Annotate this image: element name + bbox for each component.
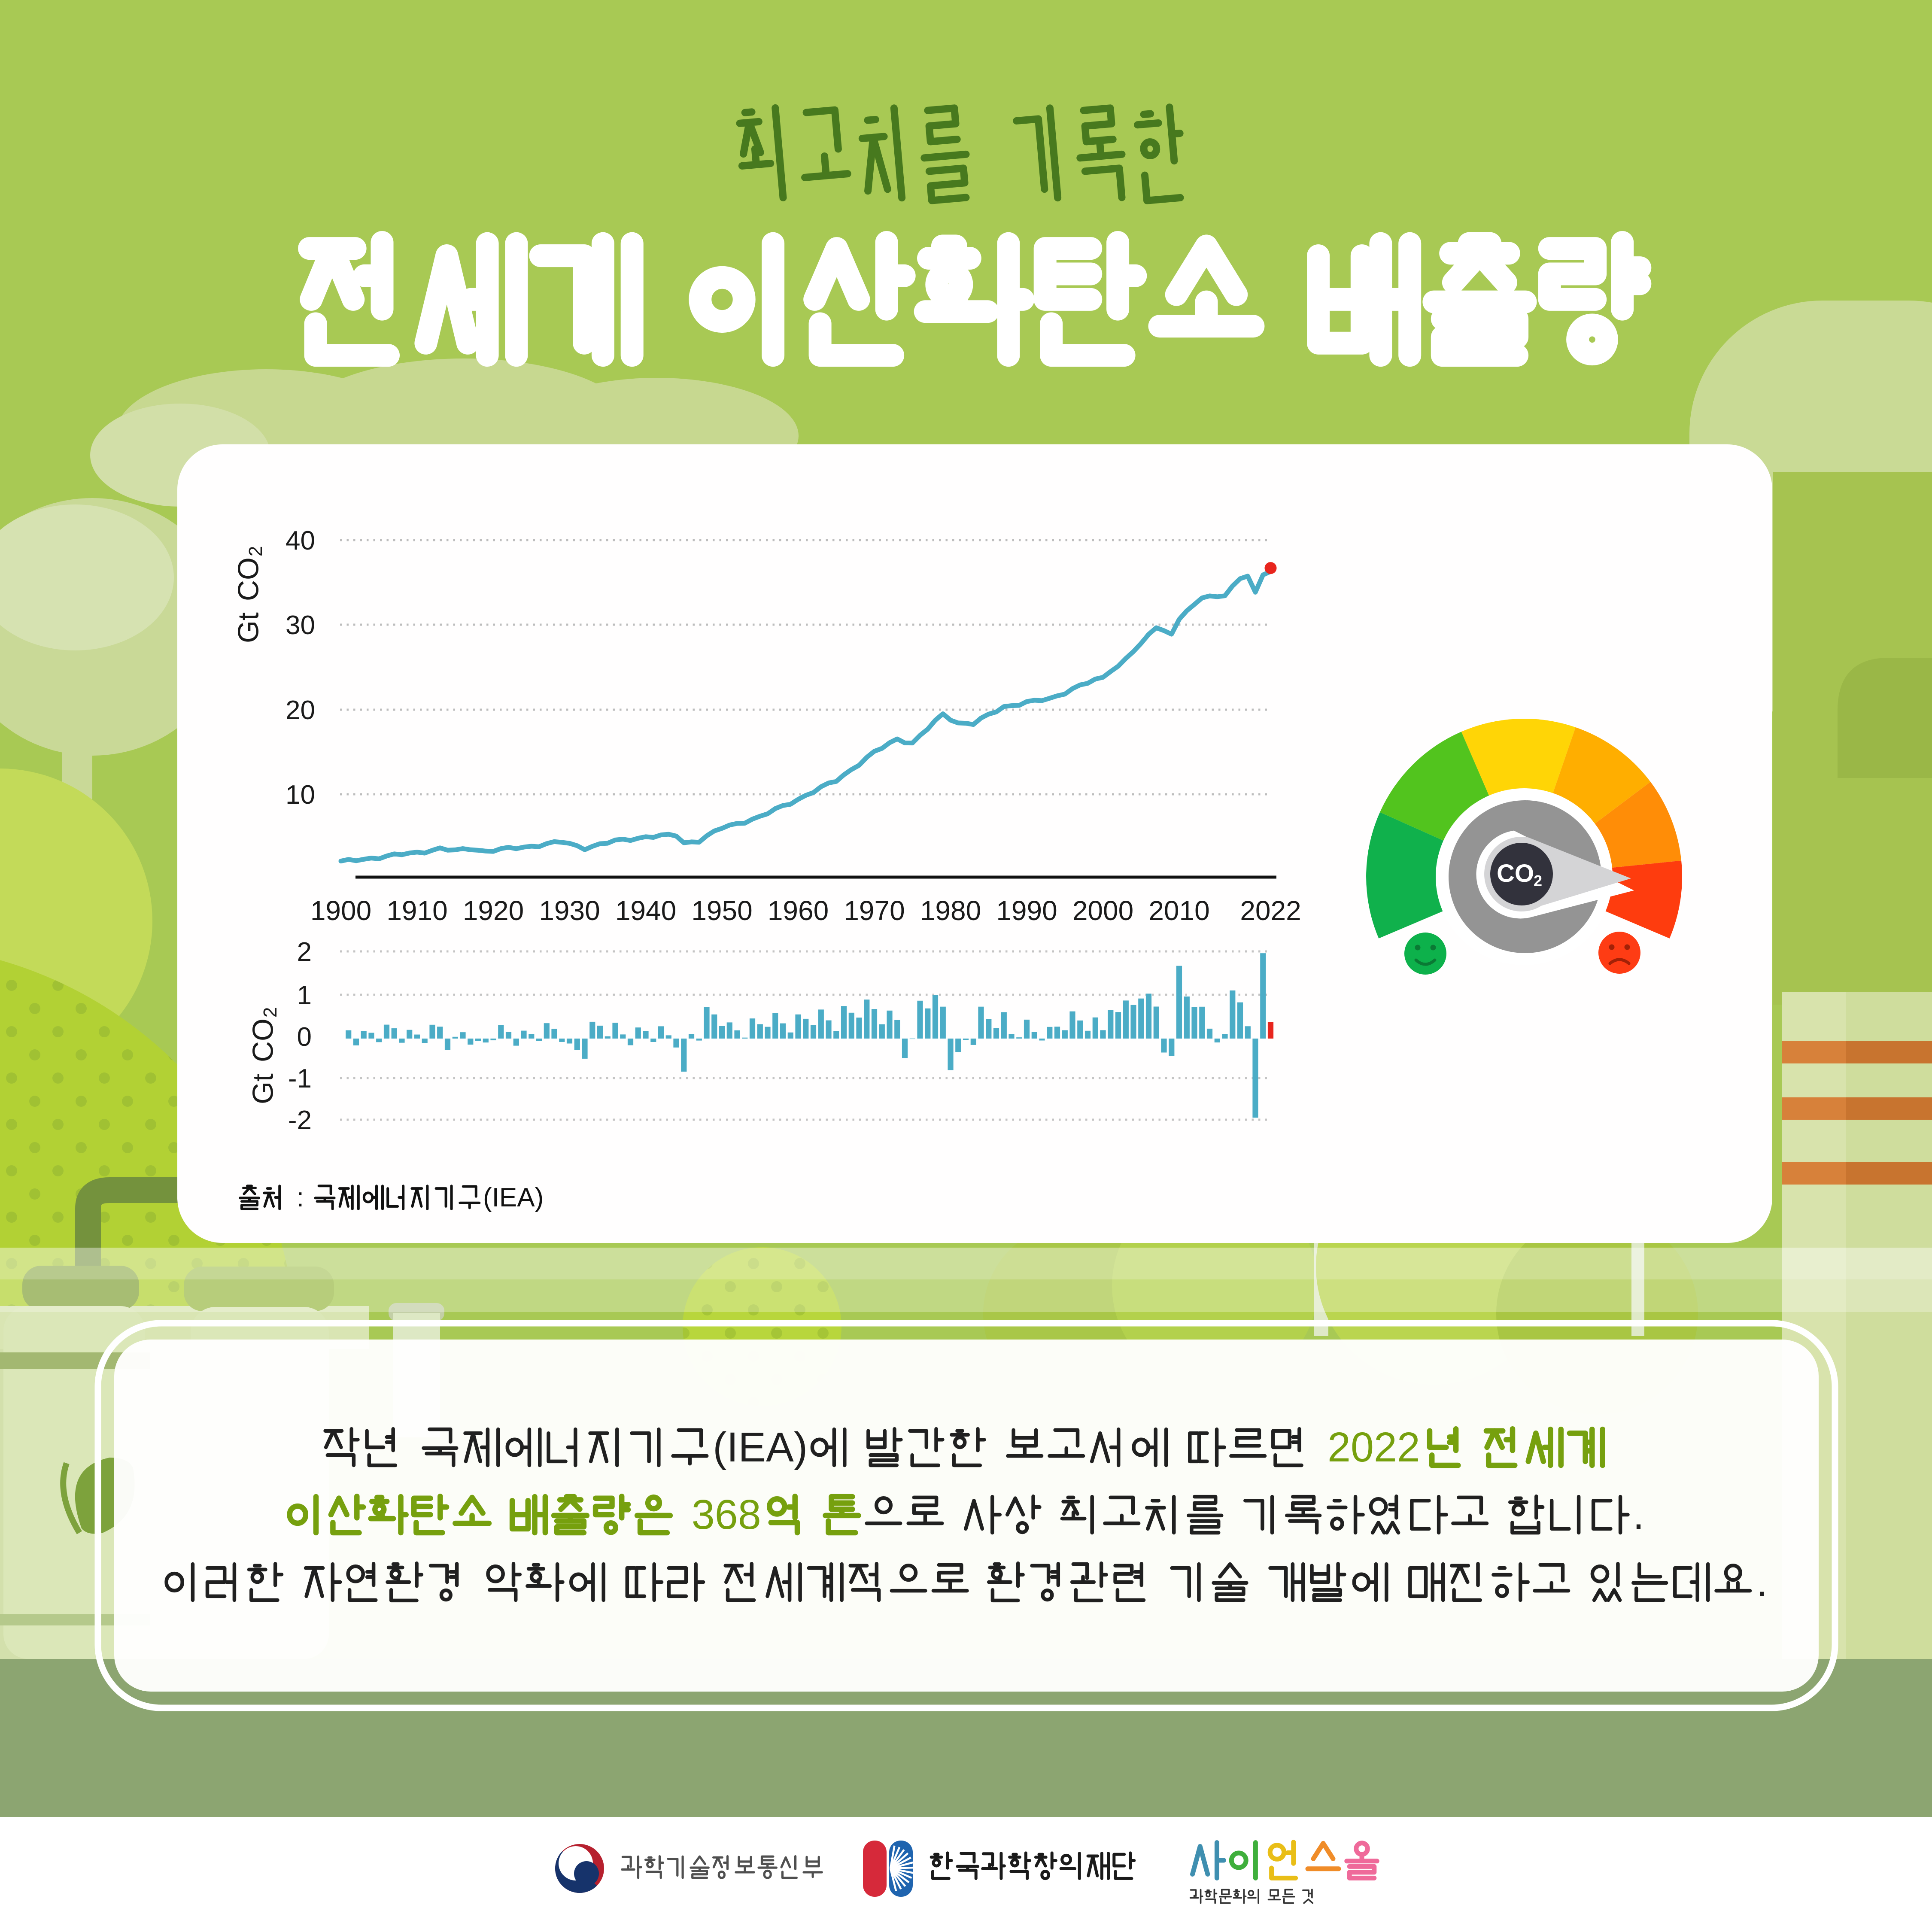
- svg-text:40: 40: [286, 526, 315, 556]
- svg-text:1960: 1960: [768, 895, 829, 926]
- svg-text:CO: CO: [246, 1018, 279, 1062]
- svg-text:1990: 1990: [996, 895, 1057, 926]
- svg-text:.: .: [1633, 1491, 1644, 1538]
- svg-text:2: 2: [245, 546, 266, 556]
- svg-text:Gt: Gt: [232, 612, 264, 643]
- svg-text:Gt: Gt: [246, 1073, 279, 1104]
- svg-text:368: 368: [692, 1491, 761, 1538]
- svg-text:-2: -2: [288, 1106, 312, 1135]
- svg-text:.: .: [1756, 1558, 1768, 1605]
- svg-text:2: 2: [260, 1007, 281, 1018]
- svg-text:1950: 1950: [691, 895, 752, 926]
- svg-text:10: 10: [286, 780, 315, 810]
- svg-text:1980: 1980: [920, 895, 981, 926]
- svg-text:1970: 1970: [844, 895, 905, 926]
- svg-text:2: 2: [297, 937, 312, 967]
- svg-text:2022: 2022: [1327, 1424, 1420, 1470]
- svg-text:2010: 2010: [1148, 895, 1209, 926]
- svg-text:CO: CO: [1497, 860, 1534, 887]
- svg-text:1920: 1920: [463, 895, 524, 926]
- svg-text:1910: 1910: [386, 895, 447, 926]
- svg-text::: :: [297, 1183, 304, 1212]
- svg-text:2022: 2022: [1240, 895, 1301, 926]
- svg-text:0: 0: [297, 1022, 312, 1052]
- svg-text:1930: 1930: [539, 895, 600, 926]
- svg-text:20: 20: [286, 696, 315, 725]
- svg-text:1: 1: [297, 981, 312, 1010]
- svg-text:-1: -1: [288, 1064, 312, 1094]
- svg-text:1940: 1940: [615, 895, 676, 926]
- svg-text:2: 2: [1534, 872, 1542, 890]
- svg-text:2000: 2000: [1072, 895, 1133, 926]
- svg-text:(IEA): (IEA): [483, 1183, 544, 1212]
- svg-text:CO: CO: [232, 557, 264, 601]
- svg-text:(IEA): (IEA): [713, 1424, 808, 1470]
- svg-text:1900: 1900: [310, 895, 371, 926]
- svg-text:30: 30: [286, 611, 315, 640]
